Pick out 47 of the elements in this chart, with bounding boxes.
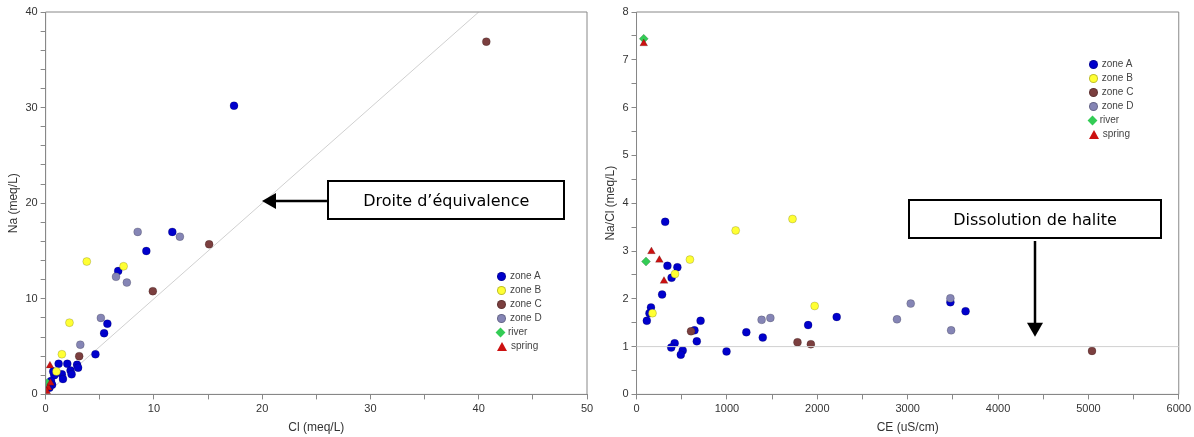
y-tick-label: 30 xyxy=(25,100,38,113)
y-tick-label: 1 xyxy=(622,339,629,352)
legend-label: river xyxy=(508,326,528,338)
x-tick-label: 10 xyxy=(147,402,161,415)
legend-label: spring xyxy=(511,340,539,352)
legend-label: zone B xyxy=(1101,72,1133,83)
y-tick-label: 6 xyxy=(622,100,629,113)
x-tick-label: 5000 xyxy=(1076,402,1101,415)
x-tick-label: 40 xyxy=(472,402,485,415)
y-tick-label: 5 xyxy=(622,148,629,161)
x-tick-label: 4000 xyxy=(985,402,1011,415)
y-tick-label: 10 xyxy=(25,291,38,304)
y-tick-label: 0 xyxy=(622,387,629,400)
legend-label: zone A xyxy=(1101,58,1133,69)
x-tick-label: 50 xyxy=(580,402,594,415)
y-tick-label: 7 xyxy=(622,52,629,65)
text-box: Droite d’équivalence xyxy=(327,180,566,221)
annotation: Droite d’équivalence xyxy=(363,190,530,210)
legend-label: river xyxy=(1099,114,1120,125)
y-tick-label: 8 xyxy=(622,5,629,18)
x-tick-label: 6000 xyxy=(1166,402,1192,415)
y-tick-label: 20 xyxy=(25,196,38,209)
x-tick-label: 30 xyxy=(364,402,377,415)
text-box: Dissolution de halite xyxy=(907,199,1163,240)
x-tick-label: 20 xyxy=(256,402,269,415)
y-axis-title: Na (meq/L) xyxy=(5,173,20,234)
legend-label: zone D xyxy=(510,312,542,324)
y-tick-label: 2 xyxy=(622,291,629,304)
x-tick-label: 2000 xyxy=(805,402,830,415)
x-tick-label: 1000 xyxy=(714,402,740,415)
annotation: Dissolution de halite xyxy=(953,209,1117,229)
y-axis-title: Na/Cl (meq/L) xyxy=(602,165,617,241)
y-tick-label: 40 xyxy=(25,5,38,18)
legend-label: zone B xyxy=(510,284,542,296)
y-tick-label: 0 xyxy=(31,387,38,400)
x-axis-title: CE (uS/cm) xyxy=(876,420,939,435)
x-tick-label: 0 xyxy=(633,402,640,415)
legend-label: spring xyxy=(1102,128,1130,139)
legend-label: zone A xyxy=(510,270,541,282)
y-tick-label: 3 xyxy=(622,244,629,257)
legend-label: zone D xyxy=(1101,100,1134,111)
legend-label: zone C xyxy=(510,298,542,310)
x-axis-title: Cl (meq/L) xyxy=(288,420,345,435)
legend-label: zone C xyxy=(1101,86,1134,97)
x-tick-label: 3000 xyxy=(895,402,920,415)
y-tick-label: 4 xyxy=(622,196,629,209)
x-tick-label: 0 xyxy=(42,402,49,415)
